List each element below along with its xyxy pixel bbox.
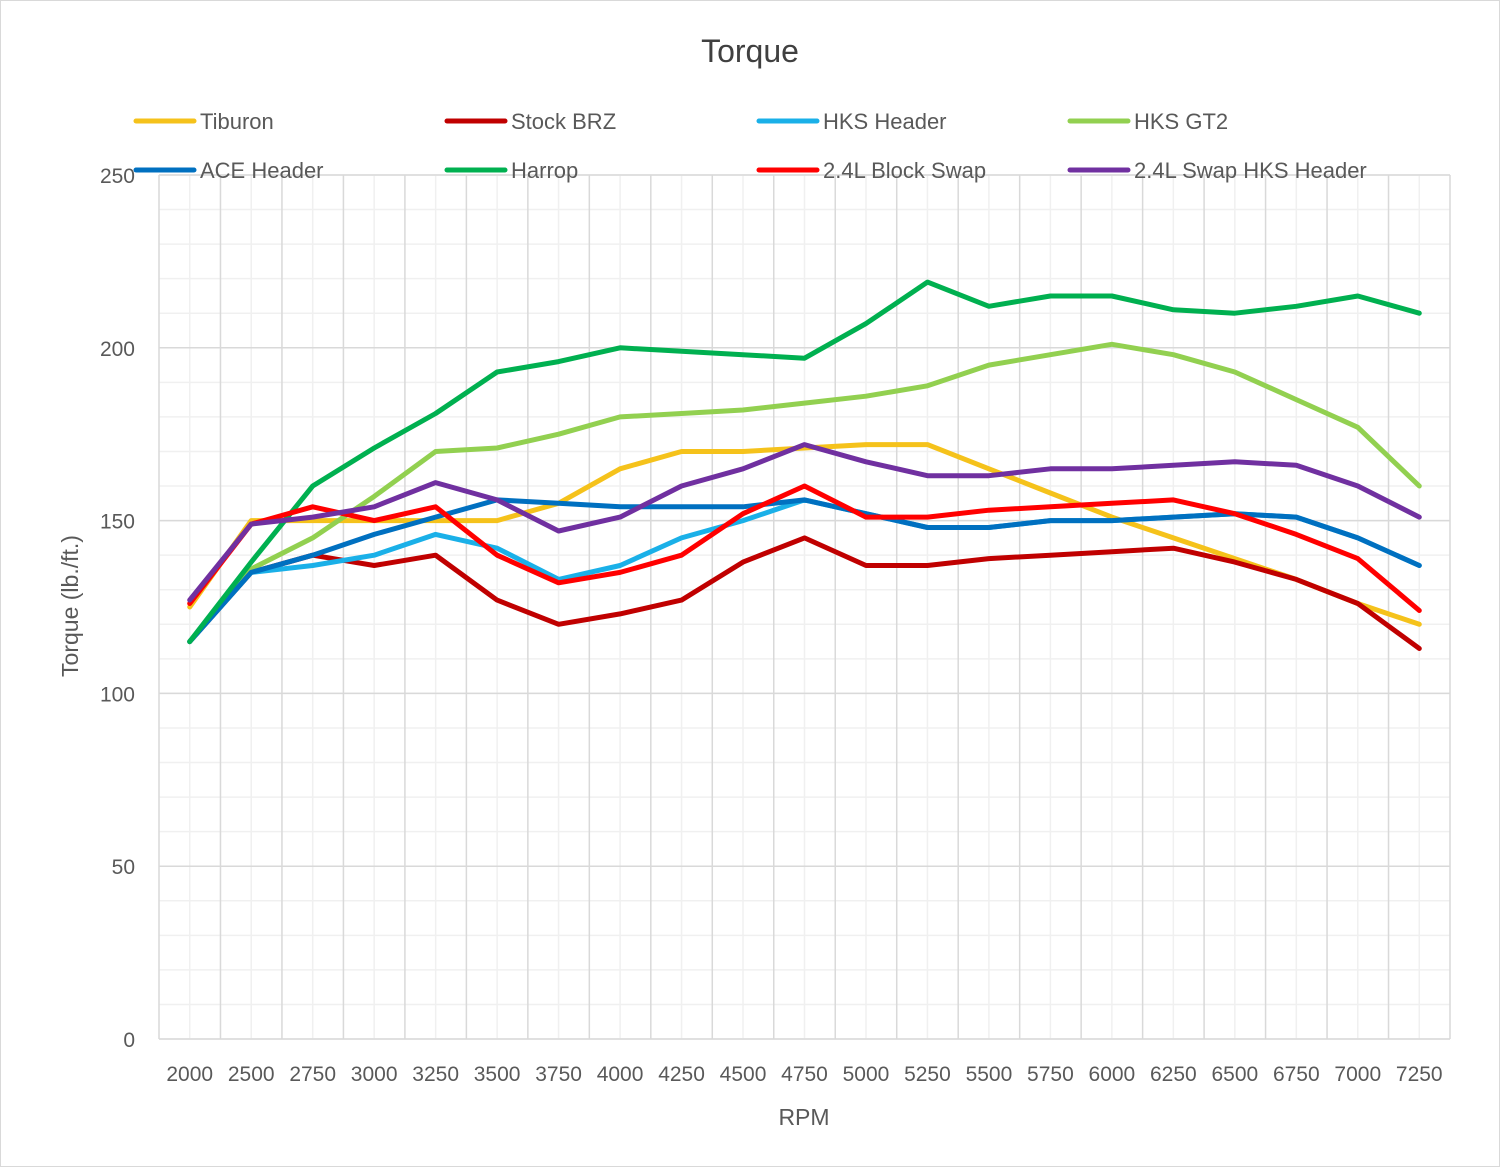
x-tick-label: 6250 [1150, 1063, 1197, 1086]
x-tick-label: 5750 [1027, 1063, 1074, 1086]
x-tick-label: 4250 [658, 1063, 705, 1086]
x-tick-label: 2000 [166, 1063, 213, 1086]
y-tick-label: 200 [100, 338, 135, 361]
series-line-ace-header [187, 497, 1422, 645]
x-axis-ticks: 2000 2500 2750 3000 3250 3500 3750 4000 4250 4500… [166, 1063, 1442, 1086]
grid [158, 174, 1451, 1040]
x-tick-label: 5500 [966, 1063, 1013, 1086]
series-line-hks-gt2 [187, 341, 1422, 645]
x-tick-label: 6000 [1089, 1063, 1136, 1086]
x-tick-label: 6750 [1273, 1063, 1320, 1086]
x-tick-label: 3250 [412, 1063, 459, 1086]
legend-label-hks-header: HKS Header [823, 109, 947, 134]
x-tick-label: 7000 [1334, 1063, 1381, 1086]
x-tick-label: 7250 [1396, 1063, 1443, 1086]
series-line-tiburon [187, 442, 1422, 627]
x-tick-label: 4750 [781, 1063, 828, 1086]
x-axis-label: RPM [778, 1104, 829, 1130]
y-axis-label: Torque (lb./ft.) [57, 535, 83, 677]
y-axis-ticks: 0 50 100 150 200 250 [100, 165, 135, 1052]
chart-title: Torque [701, 33, 799, 69]
series-line-2-4l-block-swap [187, 483, 1422, 613]
y-tick-label: 100 [100, 683, 135, 706]
legend-label-2-4l-swap-hks-header: 2.4L Swap HKS Header [1134, 158, 1367, 183]
x-tick-label: 3750 [535, 1063, 582, 1086]
x-tick-label: 6500 [1211, 1063, 1258, 1086]
y-tick-label: 0 [123, 1029, 135, 1052]
x-tick-label: 5000 [843, 1063, 890, 1086]
x-tick-label: 4500 [720, 1063, 767, 1086]
legend-label-2-4l-block-swap: 2.4L Block Swap [823, 158, 986, 183]
series-line-2-4l-swap-hks-header [187, 442, 1422, 603]
legend-label-harrop: Harrop [511, 158, 578, 183]
series-lines [187, 279, 1422, 651]
legend: Tiburon Stock BRZ HKS Header HKS GT2 ACE Hea… [133, 109, 1367, 183]
y-tick-label: 50 [112, 856, 135, 879]
x-tick-label: 3000 [351, 1063, 398, 1086]
legend-label-tiburon: Tiburon [200, 109, 274, 134]
x-tick-label: 4000 [597, 1063, 644, 1086]
x-tick-label: 2750 [289, 1063, 336, 1086]
y-tick-label: 250 [100, 165, 135, 188]
y-tick-label: 150 [100, 511, 135, 534]
legend-label-stock-brz: Stock BRZ [511, 109, 616, 134]
legend-label-ace-header: ACE Header [200, 158, 324, 183]
series-line-stock-brz [187, 535, 1422, 651]
x-tick-label: 5250 [904, 1063, 951, 1086]
x-tick-label: 3500 [474, 1063, 521, 1086]
legend-label-hks-gt2: HKS GT2 [1134, 109, 1228, 134]
x-tick-label: 2500 [228, 1063, 275, 1086]
series-line-harrop [187, 279, 1422, 645]
